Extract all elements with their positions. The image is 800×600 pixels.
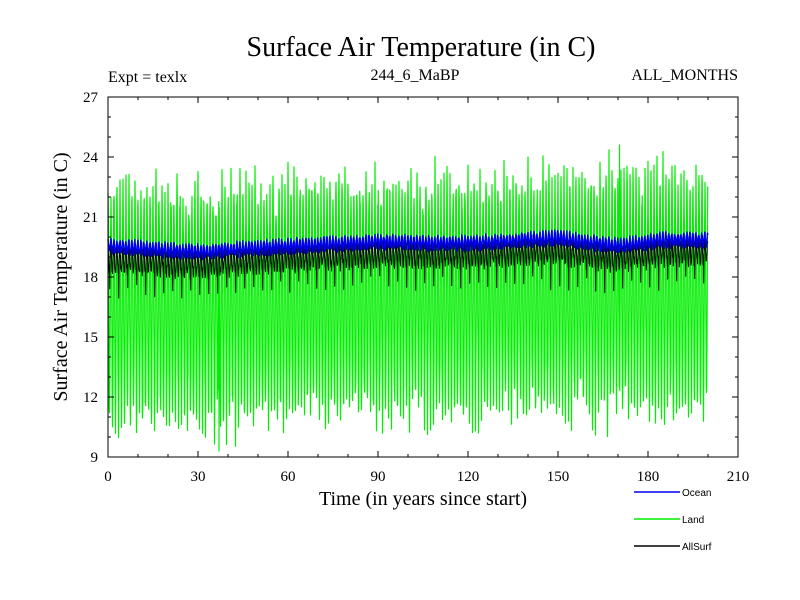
- x-tick-label: 120: [457, 469, 480, 485]
- legend-label-land: Land: [682, 515, 704, 526]
- legend-label-allsurf: AllSurf: [682, 542, 712, 553]
- y-axis: 9 12 15 18 21 24 27: [83, 90, 738, 466]
- series-layer: [107, 144, 709, 452]
- plot-area: [107, 144, 709, 452]
- y-tick-label: 9: [91, 450, 99, 466]
- experiment-label: Expt = texlx: [108, 69, 187, 86]
- x-tick-label: 60: [281, 469, 296, 485]
- y-tick-label: 27: [83, 90, 99, 106]
- y-tick-label: 24: [83, 150, 99, 166]
- x-tick-label: 0: [104, 469, 112, 485]
- x-axis-label: Time (in years since start): [319, 488, 527, 510]
- y-tick-label: 18: [83, 270, 98, 286]
- x-tick-label: 90: [371, 469, 386, 485]
- legend: Ocean Land AllSurf: [634, 488, 712, 553]
- x-tick-label: 150: [547, 469, 570, 485]
- x-tick-label: 180: [637, 469, 660, 485]
- x-tick-label: 210: [727, 469, 750, 485]
- x-tick-label: 30: [191, 469, 206, 485]
- series-line-ocean: [107, 229, 709, 261]
- y-axis-label: Surface Air Temperature (in C): [50, 152, 72, 401]
- y-tick-label: 15: [83, 330, 98, 346]
- legend-label-ocean: Ocean: [682, 488, 711, 499]
- months-label: ALL_MONTHS: [631, 67, 738, 84]
- period-label: 244_6_MaBP: [371, 67, 460, 84]
- y-tick-label: 21: [83, 210, 98, 226]
- x-axis: 0 30 60 90 120 150 180 210: [104, 97, 749, 485]
- y-tick-label: 12: [83, 390, 98, 406]
- series-line-land: [107, 144, 709, 452]
- chart-title: Surface Air Temperature (in C): [247, 32, 596, 63]
